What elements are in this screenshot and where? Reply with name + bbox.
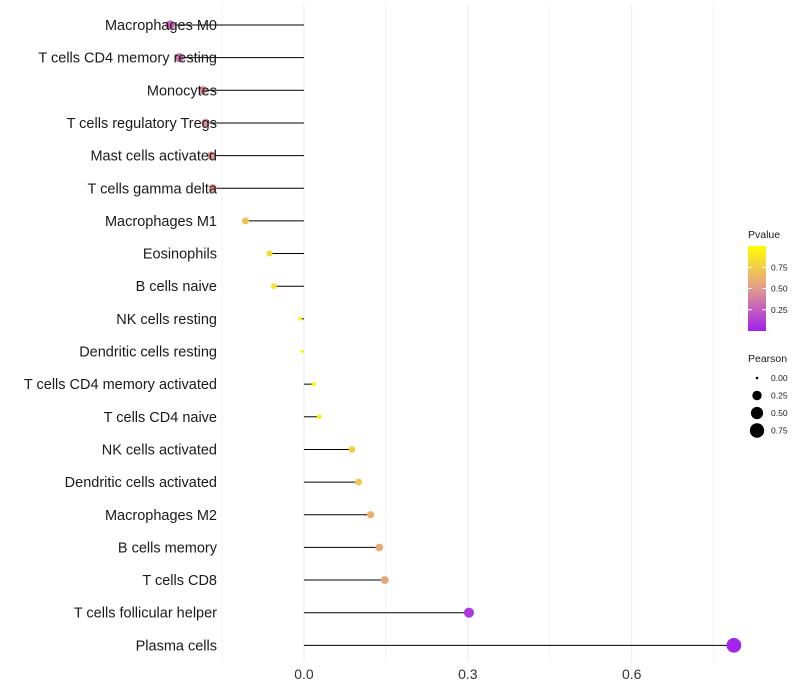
lollipop-point: [241, 217, 250, 225]
lollipop-point: [380, 576, 389, 584]
lollipop-point: [300, 349, 304, 354]
lollipop-point: [316, 414, 322, 420]
pearson-legend-dot: [749, 423, 765, 438]
category-label: Mast cells activated: [90, 149, 217, 165]
pearson-legend-label: 0.75: [771, 426, 788, 436]
pearson-legend-label: 0.00: [771, 373, 788, 383]
pvalue-legend-label: 0.75: [771, 262, 788, 272]
category-label: T cells follicular helper: [74, 606, 217, 622]
category-label: Dendritic cells activated: [65, 475, 217, 491]
category-label: T cells regulatory Tregs: [67, 116, 217, 132]
category-label: B cells naive: [136, 279, 217, 295]
lollipop-point: [208, 184, 217, 193]
pearson-legend: Pearson 0.00 0.25 0.50 0.75: [748, 353, 788, 438]
lollipop-point: [271, 283, 277, 290]
lollipop-point: [348, 446, 356, 453]
category-label: Plasma cells: [136, 638, 217, 654]
category-label: T cells CD4 memory resting: [38, 51, 217, 67]
category-labels: Macrophages M0 T cells CD4 memory resting…: [24, 18, 218, 654]
category-label: T cells CD4 memory activated: [24, 377, 217, 393]
grid-lines: [221, 5, 714, 662]
x-tick-label: 0.3: [458, 666, 478, 682]
lollipop-point: [201, 118, 210, 128]
pearson-legend-dot: [755, 376, 759, 380]
category-label: Macrophages M2: [105, 508, 217, 524]
lollipop-segments: [170, 24, 734, 646]
lollipop-point: [375, 543, 384, 552]
lollipop-point: [266, 250, 273, 257]
pvalue-legend-title: Pvalue: [748, 229, 780, 241]
pvalue-legend-label: 0.25: [771, 305, 788, 315]
lollipop-point: [174, 53, 184, 63]
pearson-legend-title: Pearson: [748, 353, 787, 365]
category-label: T cells gamma delta: [88, 181, 218, 197]
lollipop-point: [463, 607, 474, 618]
lollipop-point: [726, 638, 742, 653]
lollipop-point: [311, 381, 316, 387]
category-label: Monocytes: [147, 83, 217, 99]
pvalue-colorbar: [748, 246, 766, 331]
pearson-legend-dot: [750, 406, 764, 420]
pearson-legend-label: 0.25: [771, 391, 788, 401]
pvalue-legend: Pvalue 0.75 0.50 0.25: [748, 229, 788, 331]
pvalue-legend-label: 0.50: [771, 284, 788, 294]
category-label: T cells CD8: [142, 573, 217, 589]
x-tick-label: 0.0: [294, 666, 314, 682]
lollipop-points: [165, 20, 742, 653]
lollipop-point: [206, 151, 216, 160]
lollipop-point: [198, 86, 208, 95]
lollipop-point: [165, 20, 175, 30]
lollipop-point: [298, 316, 302, 321]
category-label: Macrophages M1: [105, 214, 217, 230]
lollipop-point: [355, 478, 363, 486]
category-label: T cells CD4 naive: [104, 410, 217, 426]
category-label: Macrophages M0: [105, 18, 217, 34]
category-label: Eosinophils: [143, 247, 217, 263]
category-label: NK cells resting: [116, 312, 217, 328]
x-tick-label: 0.6: [622, 666, 642, 682]
x-axis-ticks: 0.0 0.3 0.6: [294, 666, 641, 682]
category-label: NK cells activated: [102, 442, 217, 458]
pearson-legend-label: 0.50: [771, 408, 788, 418]
lollipop-point: [366, 511, 375, 519]
category-label: Dendritic cells resting: [79, 345, 217, 361]
category-label: B cells memory: [118, 540, 218, 556]
pearson-legend-dot: [752, 390, 762, 401]
